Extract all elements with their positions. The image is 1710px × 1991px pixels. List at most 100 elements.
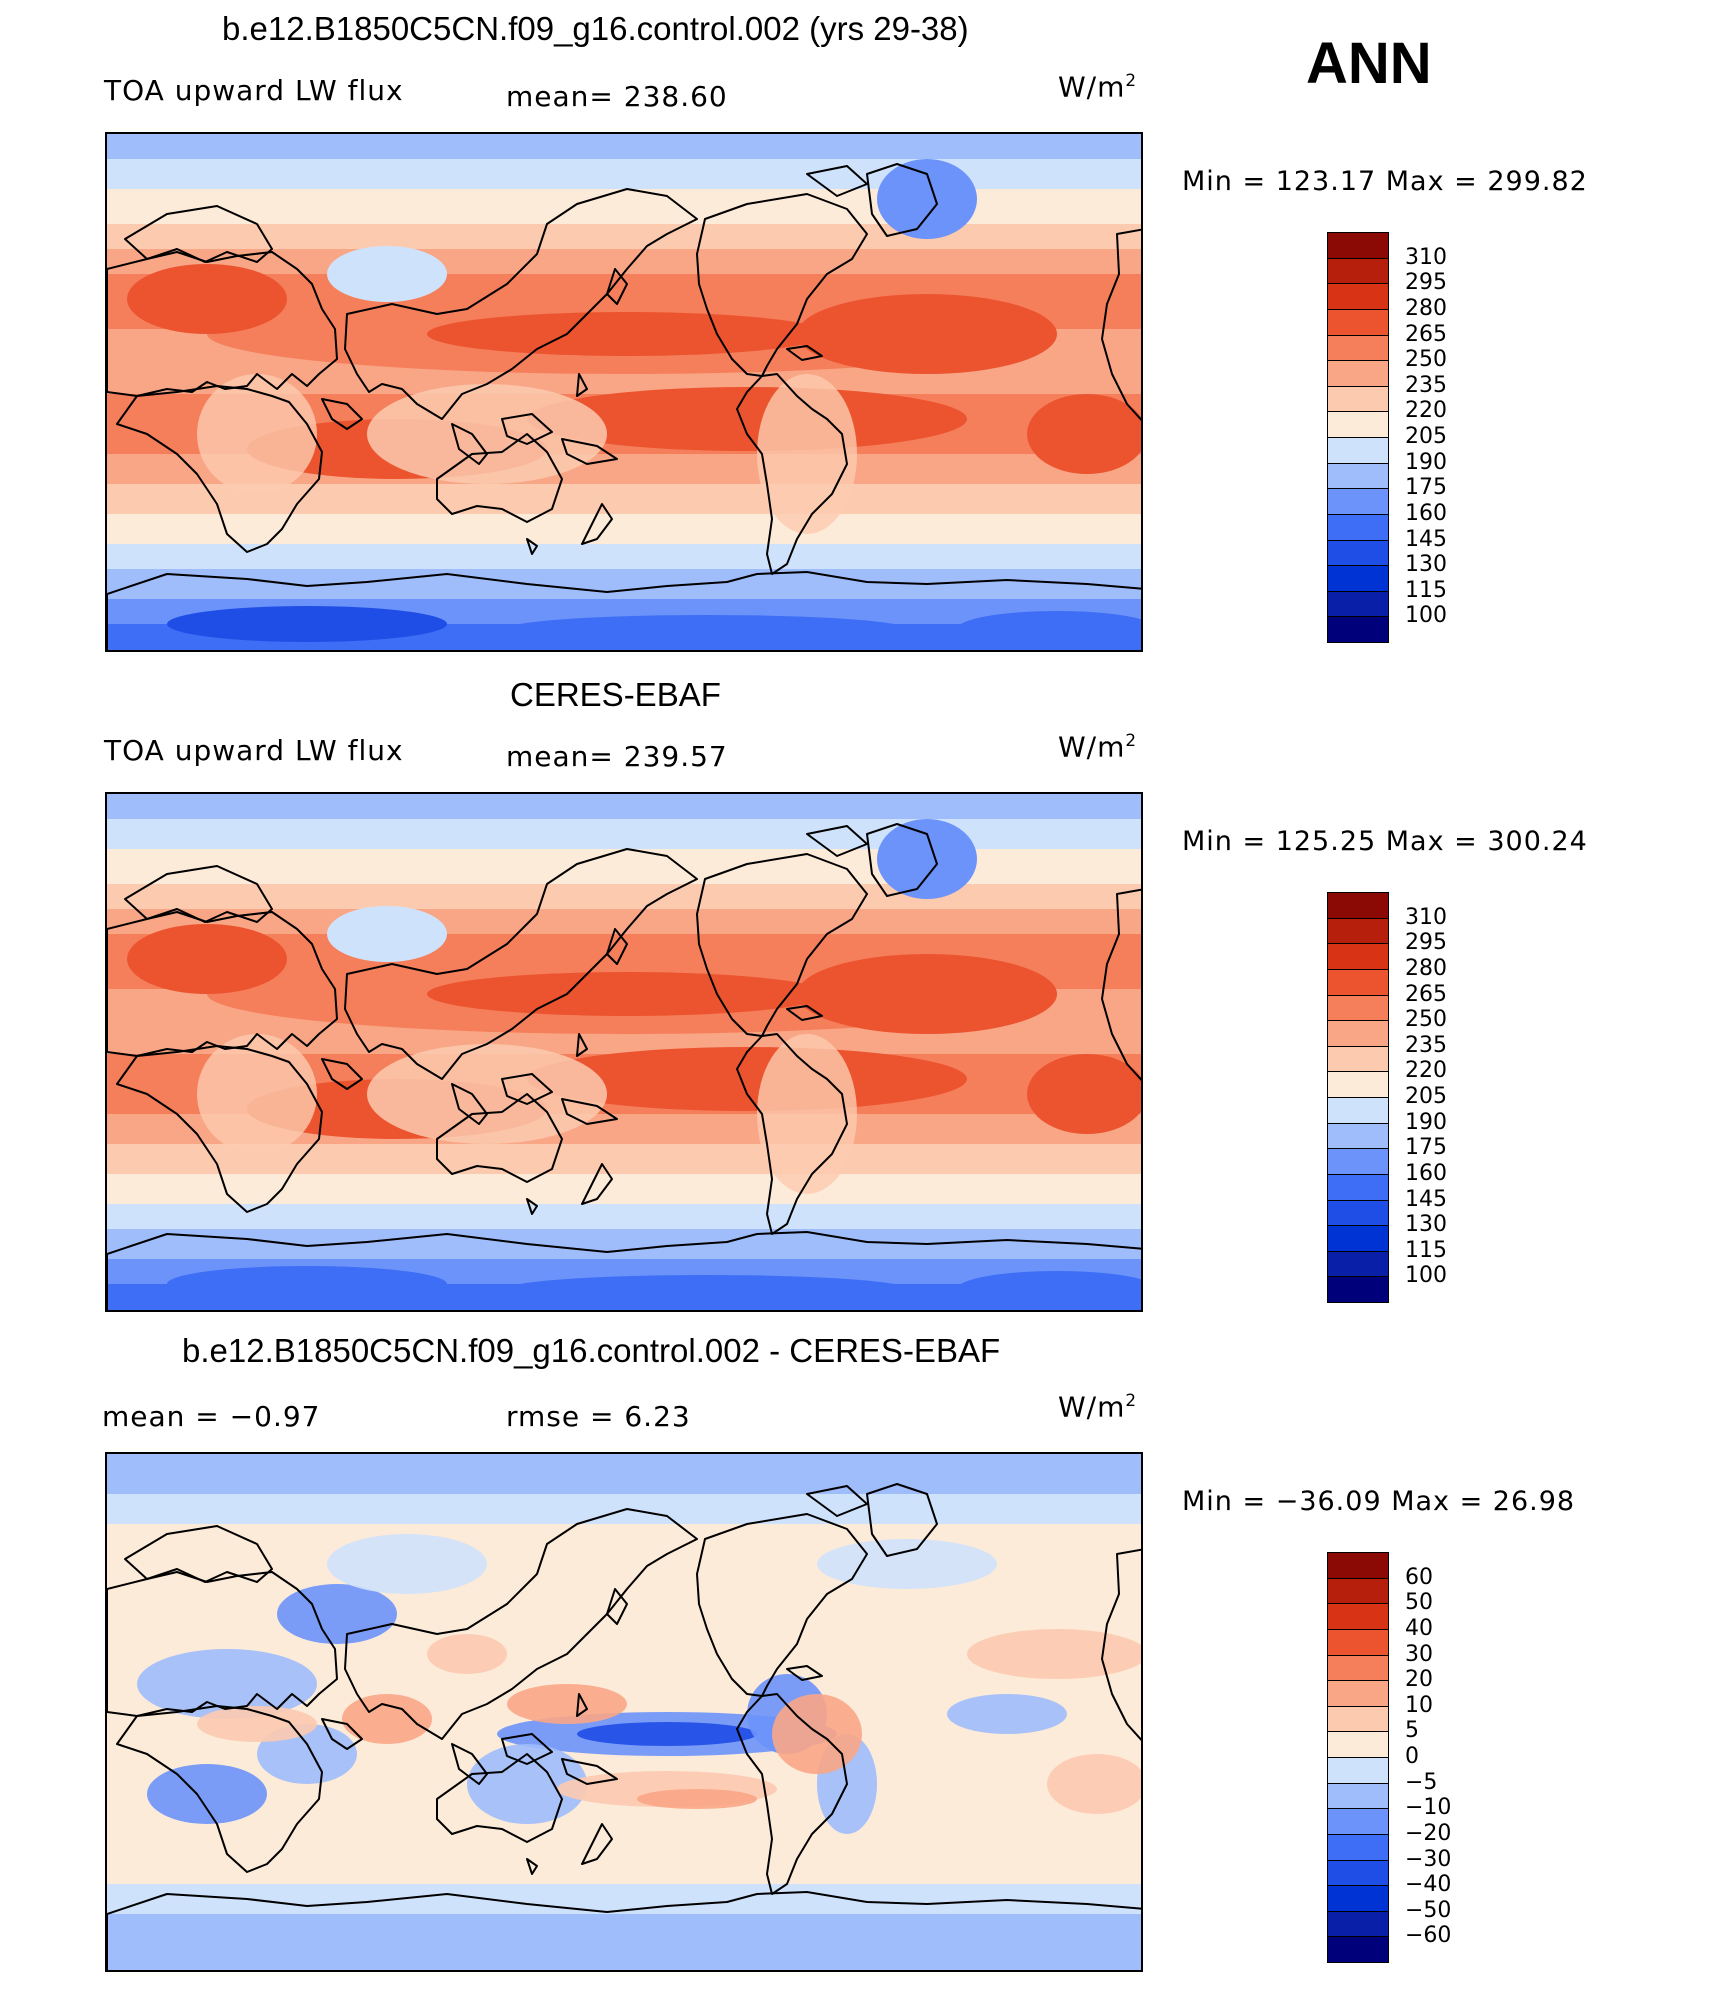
panel-2-colorbar-swatch: [1327, 994, 1389, 1022]
panel-1-units: W/m2: [1058, 70, 1138, 104]
panel-1-minmax: Min = 123.17 Max = 299.82: [1182, 166, 1588, 197]
panel-2-colorbar-tick: 115: [1405, 1237, 1447, 1263]
panel-1-colorbar-swatch: [1327, 385, 1389, 413]
panel-1-colorbar-tick: 265: [1405, 321, 1447, 347]
panel-1-colorbar-swatch: [1327, 360, 1389, 387]
panel-2-colorbar-swatch: [1327, 1199, 1389, 1227]
panel-2-colorbar-tick: 145: [1405, 1186, 1447, 1212]
panel-3-colorbar-swatch: [1327, 1603, 1389, 1630]
panel-3-colorbar-tick: 10: [1405, 1692, 1433, 1718]
panel-2-colorbar-swatch: [1327, 1122, 1389, 1150]
panel-3-colorbar-swatch: [1327, 1757, 1389, 1784]
coastlines: [107, 1483, 1141, 1970]
panel-3-colorbar-tick: −50: [1405, 1897, 1452, 1923]
panel-2-colorbar-tick: 220: [1405, 1058, 1447, 1084]
panel-3-colorbar-tick: 60: [1405, 1564, 1433, 1590]
panel-1-mean: mean= 238.60: [506, 80, 728, 113]
panel-1-colorbar-swatch: [1327, 283, 1389, 310]
panel-1-colorbar-tick: 145: [1405, 526, 1447, 552]
panel-2-colorbar-swatch: [1327, 943, 1389, 970]
panel-2-colorbar-swatch: [1327, 1225, 1389, 1252]
panel-3-minmax: Min = −36.09 Max = 26.98: [1182, 1486, 1576, 1517]
field-layers: [107, 1454, 1141, 1970]
panel-2-colorbar-swatch: [1327, 1276, 1389, 1303]
panel-1-colorbar-tick: 175: [1405, 475, 1447, 501]
panel-3-colorbar-tick: −10: [1405, 1795, 1452, 1821]
panel-2-colorbar-swatch: [1327, 1071, 1389, 1098]
panel-2-colorbar-tick: 235: [1405, 1032, 1447, 1058]
panel-1-colorbar-tick: 310: [1405, 244, 1447, 270]
coastlines: [107, 163, 1141, 650]
panel-2-colorbar-swatch: [1327, 1250, 1389, 1278]
panel-3-colorbar-tick: −40: [1405, 1872, 1452, 1898]
panel-3-colorbar-swatch: [1327, 1833, 1389, 1861]
panel-2-colorbar-swatch: [1327, 1148, 1389, 1175]
field-layers: [107, 134, 1141, 650]
panel-3-units: W/m2: [1058, 1390, 1138, 1424]
panel-1-colorbar-swatch: [1327, 308, 1389, 336]
panel-2-colorbar: 100 115 130 145 160 175 190 205 220 235 250 265 280 2…: [1327, 892, 1447, 1303]
panel-2-colorbar-tick: 280: [1405, 955, 1447, 981]
panel-1-variable: TOA upward LW flux: [104, 74, 404, 107]
panel-2-colorbar-tick: 295: [1405, 930, 1447, 956]
panel-2-minmax: Min = 125.25 Max = 300.24: [1182, 826, 1588, 857]
panel-1-colorbar-tick: 250: [1405, 347, 1447, 373]
panel-3-colorbar-swatch: [1327, 1910, 1389, 1938]
panel-2-colorbar-tick: 175: [1405, 1135, 1447, 1161]
panel-2-colorbar-swatch: [1327, 892, 1389, 919]
panel-2-colorbar-swatch: [1327, 1097, 1389, 1124]
panel-2-colorbar-tick: 130: [1405, 1212, 1447, 1238]
panel-2-colorbar-tick: 190: [1405, 1109, 1447, 1135]
panel-1-colorbar-swatch: [1327, 462, 1389, 490]
panel-3-colorbar: −60 −50 −40 −30 −20 −10 −5 0 5 10 20 30 40 50 60: [1327, 1552, 1451, 1963]
panel-3-colorbar-swatch: [1327, 1654, 1389, 1682]
panel-3-colorbar-tick: −60: [1405, 1923, 1452, 1949]
panel-1-colorbar-tick: 130: [1405, 552, 1447, 578]
panel-3-colorbar-swatch: [1327, 1936, 1389, 1963]
panel-1-colorbar-tick: 115: [1405, 577, 1447, 603]
panel-1-colorbar-tick: 190: [1405, 449, 1447, 475]
panel-3-colorbar-tick: −20: [1405, 1820, 1452, 1846]
panel-1-colorbar-swatch: [1327, 616, 1389, 643]
panel-3-colorbar-swatch: [1327, 1808, 1389, 1835]
panel-3-colorbar-swatch: [1327, 1731, 1389, 1758]
panel-1-colorbar-tick: 205: [1405, 424, 1447, 449]
panel-1-colorbar-swatch: [1327, 513, 1389, 541]
panel-2-units: W/m2: [1058, 730, 1138, 764]
panel-1-colorbar-tick: 100: [1405, 603, 1447, 629]
panel-2-variable: TOA upward LW flux: [104, 734, 404, 767]
panel-2-colorbar-tick: 250: [1405, 1007, 1447, 1033]
panel-2-colorbar-tick: 160: [1405, 1160, 1447, 1186]
panel-3-colorbar-tick: 5: [1405, 1718, 1419, 1744]
panel-2-colorbar-tick: 265: [1405, 981, 1447, 1007]
panel-1-colorbar-tick: 280: [1405, 295, 1447, 321]
season-label: ANN: [1306, 31, 1432, 96]
panel-3-colorbar-swatch: [1327, 1577, 1389, 1605]
panel-2-colorbar-tick: 205: [1405, 1084, 1447, 1109]
panel-3-rmse: rmse = 6.23: [506, 1400, 691, 1433]
panel-1-colorbar-swatch: [1327, 232, 1389, 259]
panel-1-title: b.e12.B1850C5CN.f09_g16.control.002 (yrs…: [222, 10, 969, 47]
panel-2-colorbar-tick: 310: [1405, 904, 1447, 930]
panel-1-colorbar-swatch: [1327, 334, 1389, 362]
panel-1-colorbar-swatch: [1327, 590, 1389, 618]
panel-3-colorbar-swatch: [1327, 1680, 1389, 1707]
panel-2-colorbar-swatch: [1327, 968, 1389, 996]
panel-1-colorbar-tick: 235: [1405, 372, 1447, 398]
panel-3-colorbar-tick: 40: [1405, 1615, 1433, 1641]
panel-2-map: [105, 792, 1143, 1312]
panel-3-colorbar-swatch: [1327, 1782, 1389, 1810]
panel-1-colorbar-swatch: [1327, 539, 1389, 567]
panel-2-colorbar-swatch: [1327, 1173, 1389, 1201]
panel-1-colorbar-tick: 295: [1405, 270, 1447, 296]
panel-3-colorbar-tick: 50: [1405, 1590, 1433, 1616]
panel-3-colorbar-tick: −5: [1405, 1769, 1438, 1795]
panel-2-title: CERES-EBAF: [510, 676, 721, 713]
panel-3-title: b.e12.B1850C5CN.f09_g16.control.002 - CE…: [182, 1332, 1001, 1369]
panel-1-colorbar-swatch: [1327, 488, 1389, 515]
panel-3-colorbar-swatch: [1327, 1885, 1389, 1912]
panel-3-mean: mean = −0.97: [102, 1400, 321, 1433]
panel-3-colorbar-swatch: [1327, 1705, 1389, 1733]
panel-3-colorbar-swatch: [1327, 1628, 1389, 1656]
panel-1-colorbar-tick: 160: [1405, 500, 1447, 526]
